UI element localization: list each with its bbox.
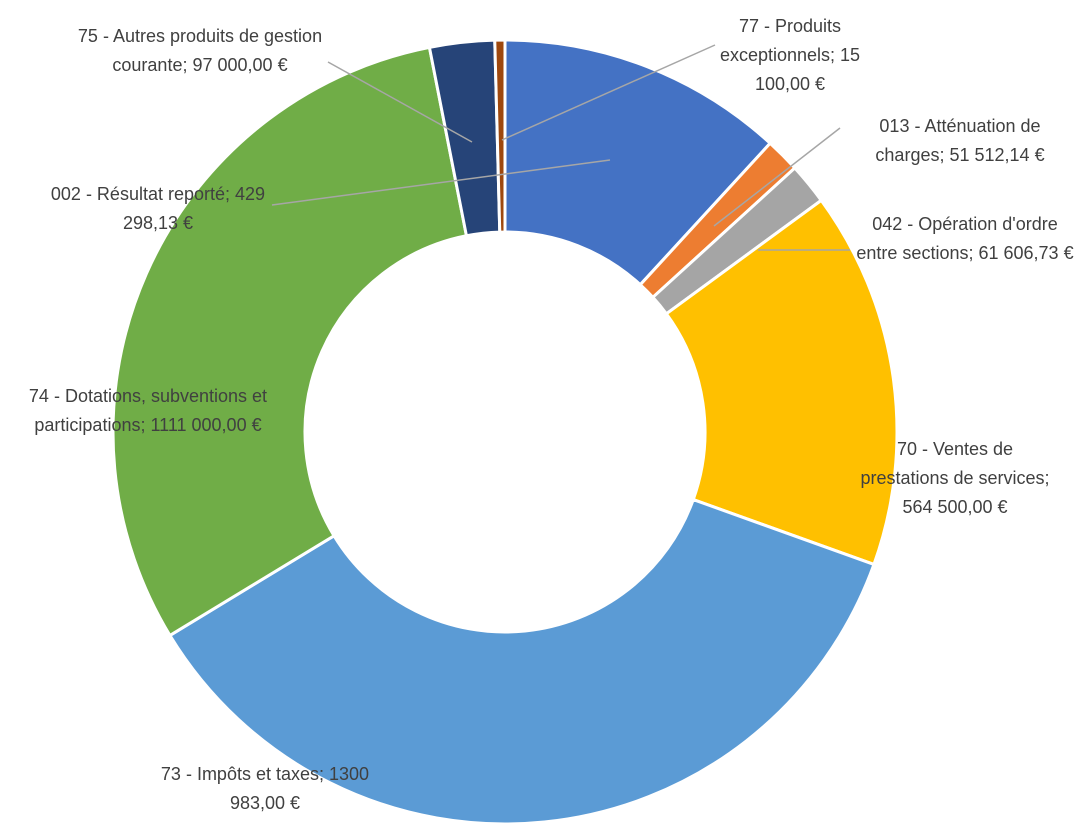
donut-slice <box>167 497 876 825</box>
data-label: 77 - Produits exceptionnels; 15 100,00 € <box>715 12 865 99</box>
leader-line <box>271 159 611 206</box>
category-label: 002 - Résultat reporté; <box>50 184 231 204</box>
data-label: 042 - Opération d'ordre entre sections; … <box>850 210 1080 268</box>
leader-line <box>501 44 716 141</box>
category-label: 70 - Ventes de prestations de services; <box>860 439 1050 488</box>
value-label: 1111 000,00 € <box>150 415 262 435</box>
value-label: 51 512,14 € <box>949 145 1045 165</box>
donut-slice <box>664 198 899 567</box>
leader-line <box>327 61 473 143</box>
data-label: 74 - Dotations, subventions et participa… <box>18 382 278 440</box>
category-label: 77 - Produits exceptionnels; <box>719 16 842 65</box>
value-label: 15 100,00 € <box>754 45 861 94</box>
donut-slice <box>493 38 507 234</box>
category-label: 013 - Atténuation de charges; <box>875 116 1041 165</box>
category-label: 75 - Autres produits de gestion courante… <box>77 26 323 75</box>
value-label: 564 500,00 € <box>902 497 1008 517</box>
donut-slice <box>111 45 469 638</box>
category-label: 042 - Opération d'ordre entre sections; <box>856 214 1058 263</box>
value-label: 1300 983,00 € <box>229 764 370 813</box>
value-label: 61 606,73 € <box>978 243 1074 263</box>
data-label: 002 - Résultat reporté; 429 298,13 € <box>28 180 288 238</box>
value-label: 429 298,13 € <box>122 184 266 233</box>
data-label: 75 - Autres produits de gestion courante… <box>70 22 330 80</box>
value-label: 97 000,00 € <box>192 55 288 75</box>
data-label: 73 - Impôts et taxes; 1300 983,00 € <box>160 760 370 818</box>
leader-line <box>713 127 841 227</box>
data-label: 013 - Atténuation de charges; 51 512,14 … <box>855 112 1065 170</box>
donut-slice <box>503 38 773 287</box>
category-label: 73 - Impôts et taxes; <box>160 764 324 784</box>
data-label: 70 - Ventes de prestations de services; … <box>855 435 1055 522</box>
category-label: 74 - Dotations, subventions et participa… <box>28 386 268 435</box>
